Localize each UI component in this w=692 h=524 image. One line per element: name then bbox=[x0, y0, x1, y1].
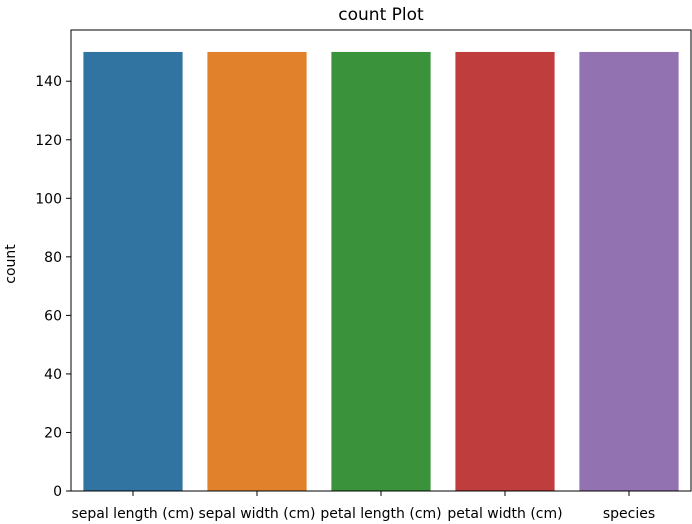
y-tick-label-7: 140 bbox=[35, 74, 62, 90]
x-tick-label-1: sepal width (cm) bbox=[198, 506, 315, 522]
chart-title: count Plot bbox=[338, 5, 424, 25]
y-tick-label-4: 80 bbox=[44, 250, 62, 266]
y-axis-ticks: 0 20 40 60 80 100 120 140 bbox=[35, 74, 71, 500]
y-tick-label-6: 120 bbox=[35, 133, 62, 149]
bar-2 bbox=[331, 51, 431, 491]
bars-group bbox=[83, 51, 679, 491]
x-tick-label-2: petal length (cm) bbox=[320, 506, 441, 522]
x-tick-label-4: species bbox=[603, 506, 655, 522]
x-axis-ticks: sepal length (cm) sepal width (cm) petal l… bbox=[71, 491, 655, 522]
y-tick-label-2: 40 bbox=[44, 367, 62, 383]
x-tick-label-0: sepal length (cm) bbox=[71, 506, 194, 522]
bar-3 bbox=[455, 51, 555, 491]
bar-0 bbox=[83, 51, 183, 491]
y-tick-label-3: 60 bbox=[44, 308, 62, 324]
y-tick-label-0: 0 bbox=[53, 484, 62, 500]
y-tick-label-5: 100 bbox=[35, 191, 62, 207]
bar-4 bbox=[579, 51, 679, 491]
bar-1 bbox=[207, 51, 307, 491]
y-tick-label-1: 20 bbox=[44, 425, 62, 441]
x-tick-label-3: petal width (cm) bbox=[447, 506, 562, 522]
y-axis-label: count bbox=[3, 244, 19, 284]
plot-frame bbox=[70, 29, 692, 492]
